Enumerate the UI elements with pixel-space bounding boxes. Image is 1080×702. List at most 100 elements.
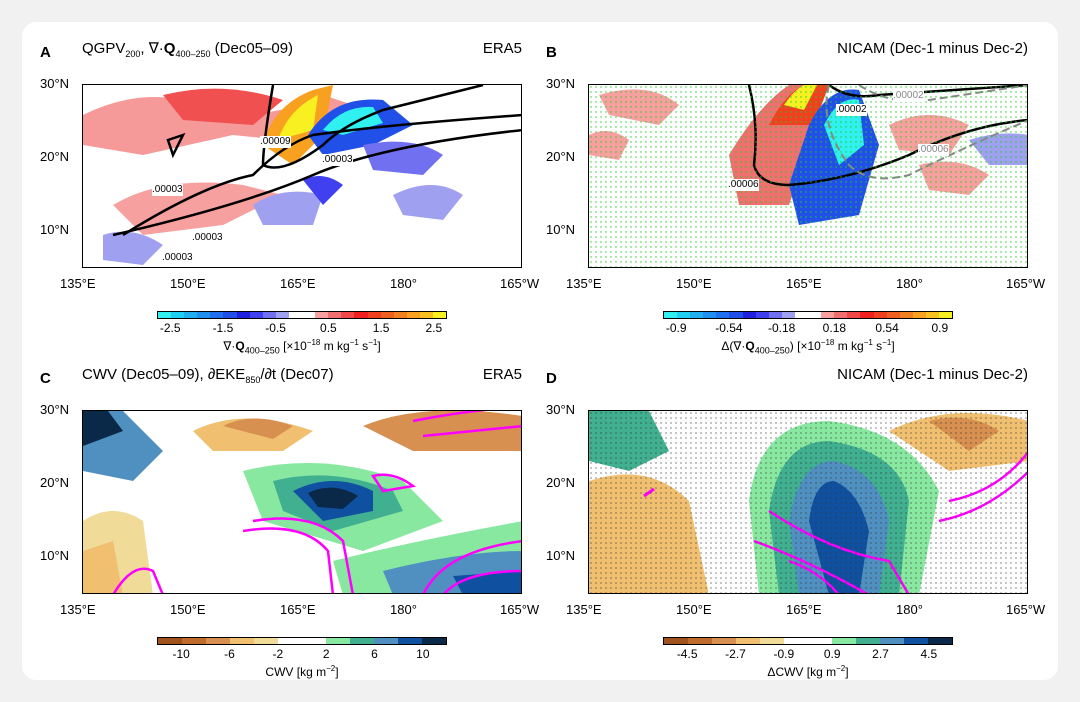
data-source-label: ERA5: [482, 40, 522, 57]
colorbar-swatch: [206, 638, 230, 644]
y-tick-label: 20°N: [40, 475, 70, 490]
colorbar-swatch: [302, 312, 316, 318]
colorbar-swatch: [236, 312, 250, 318]
colorbar-tick-label: 2.5: [425, 321, 443, 335]
colorbar-swatch: [856, 638, 880, 644]
x-tick-label: 165°E: [280, 602, 316, 617]
colorbar-tick-label: 2.7: [872, 647, 889, 661]
map-plot-a: [82, 84, 522, 268]
colorbar: [157, 637, 447, 645]
colorbar-swatch: [374, 638, 398, 644]
contour-label: .00003: [152, 184, 183, 196]
y-tick-label: 20°N: [40, 149, 70, 164]
colorbar-tick-label: -0.18: [767, 321, 796, 335]
colorbar-swatch: [341, 312, 355, 318]
colorbar-title: CWV [kg m−2]: [265, 664, 339, 680]
colorbar-swatch: [938, 312, 953, 318]
colorbar-swatch: [210, 312, 224, 318]
x-tick-label: 165°W: [1006, 602, 1046, 617]
colorbar-swatch: [925, 312, 939, 318]
colorbar-swatch: [688, 638, 712, 644]
colorbar-swatch: [768, 312, 782, 318]
x-tick-label: 150°E: [170, 276, 206, 291]
colorbar-swatch: [808, 638, 832, 644]
x-tick-label: 165°E: [786, 276, 822, 291]
colorbar-tick-label: -0.9: [665, 321, 687, 335]
x-tick-label: 135°E: [60, 602, 96, 617]
colorbar-swatch: [847, 312, 861, 318]
colorbar-swatch: [690, 312, 704, 318]
x-tick-label: 180°: [390, 276, 417, 291]
colorbar-title: Δ(∇·Q400–250) [×10−18 m kg−1 s−1]: [721, 338, 895, 356]
contour-label: .00002: [836, 104, 867, 116]
colorbar-swatch: [367, 312, 381, 318]
contour-map: [83, 411, 521, 593]
colorbar-tick-label: 6: [371, 647, 378, 661]
colorbar-title: ∇·Q400–250 [×10−18 m kg−1 s−1]: [223, 338, 381, 356]
colorbar-swatch: [398, 638, 422, 644]
colorbar-tick-label: -2: [272, 647, 284, 661]
y-tick-label: 10°N: [546, 548, 576, 563]
data-source-label: ERA5: [482, 366, 522, 383]
colorbar: [157, 311, 447, 319]
map-plot-d: [588, 410, 1028, 594]
colorbar-tick-label: 10: [416, 647, 430, 661]
colorbar-swatch: [158, 638, 182, 644]
colorbar-swatch: [230, 638, 254, 644]
panel-label: C: [40, 370, 51, 387]
colorbar-tick-label: -2.5: [159, 321, 181, 335]
colorbar-swatch: [808, 312, 822, 318]
colorbar-swatch: [742, 312, 756, 318]
figure-card: A QGPV200, ∇·Q400–250 (Dec05–09) ERA5 .000…: [22, 22, 1058, 680]
colorbar-swatch: [677, 312, 691, 318]
colorbar-swatch: [278, 638, 302, 644]
x-tick-label: 180°: [390, 602, 417, 617]
colorbar-swatch: [406, 312, 420, 318]
colorbar-swatch: [834, 312, 848, 318]
colorbar-swatch: [716, 312, 730, 318]
colorbar-swatch: [873, 312, 887, 318]
colorbar-swatch: [729, 312, 743, 318]
colorbar-tick-label: 0.54: [875, 321, 899, 335]
contour-map: [589, 85, 1027, 267]
contour-label: .00009: [260, 136, 291, 148]
contour-label: .00003: [192, 232, 223, 244]
y-tick-label: 10°N: [40, 548, 70, 563]
colorbar-swatch: [664, 312, 678, 318]
map-plot-c: [82, 410, 522, 594]
x-tick-label: 135°E: [566, 602, 602, 617]
y-tick-label: 20°N: [546, 475, 576, 490]
x-tick-label: 165°E: [786, 602, 822, 617]
x-tick-label: 165°W: [500, 276, 540, 291]
panel-label: A: [40, 44, 51, 61]
colorbar-tick-label: 4.5: [920, 647, 938, 661]
colorbar-swatch: [254, 638, 278, 644]
colorbar-swatch: [664, 638, 688, 644]
panel-title: QGPV200, ∇·Q400–250 (Dec05–09): [82, 40, 294, 59]
panel-label: B: [546, 44, 557, 61]
colorbar-swatch: [880, 638, 904, 644]
colorbar-swatch: [354, 312, 368, 318]
colorbar-swatch: [760, 638, 784, 644]
colorbar-swatch: [275, 312, 289, 318]
colorbar-tick-label: -0.9: [773, 647, 795, 661]
colorbar-swatch: [755, 312, 769, 318]
colorbar-tick-label: 2: [322, 647, 330, 661]
contour-label: .00003: [162, 252, 193, 264]
x-tick-label: 150°E: [676, 276, 712, 291]
colorbar: [663, 311, 953, 319]
colorbar-swatch: [928, 638, 952, 644]
x-tick-label: 165°W: [500, 602, 540, 617]
y-tick-label: 10°N: [40, 222, 70, 237]
colorbar-swatch: [182, 638, 206, 644]
colorbar-tick-label: -0.54: [715, 321, 743, 335]
x-tick-label: 165°W: [1006, 276, 1046, 291]
colorbar-tick-label: -0.5: [265, 321, 286, 335]
colorbar-swatch: [184, 312, 198, 318]
colorbar-tick-label: -2.7: [725, 647, 746, 661]
contour-map: [589, 411, 1027, 593]
colorbar-swatch: [703, 312, 717, 318]
colorbar-tick-label: -6: [224, 647, 235, 661]
y-tick-label: 30°N: [546, 76, 576, 91]
colorbar-swatch: [821, 312, 835, 318]
